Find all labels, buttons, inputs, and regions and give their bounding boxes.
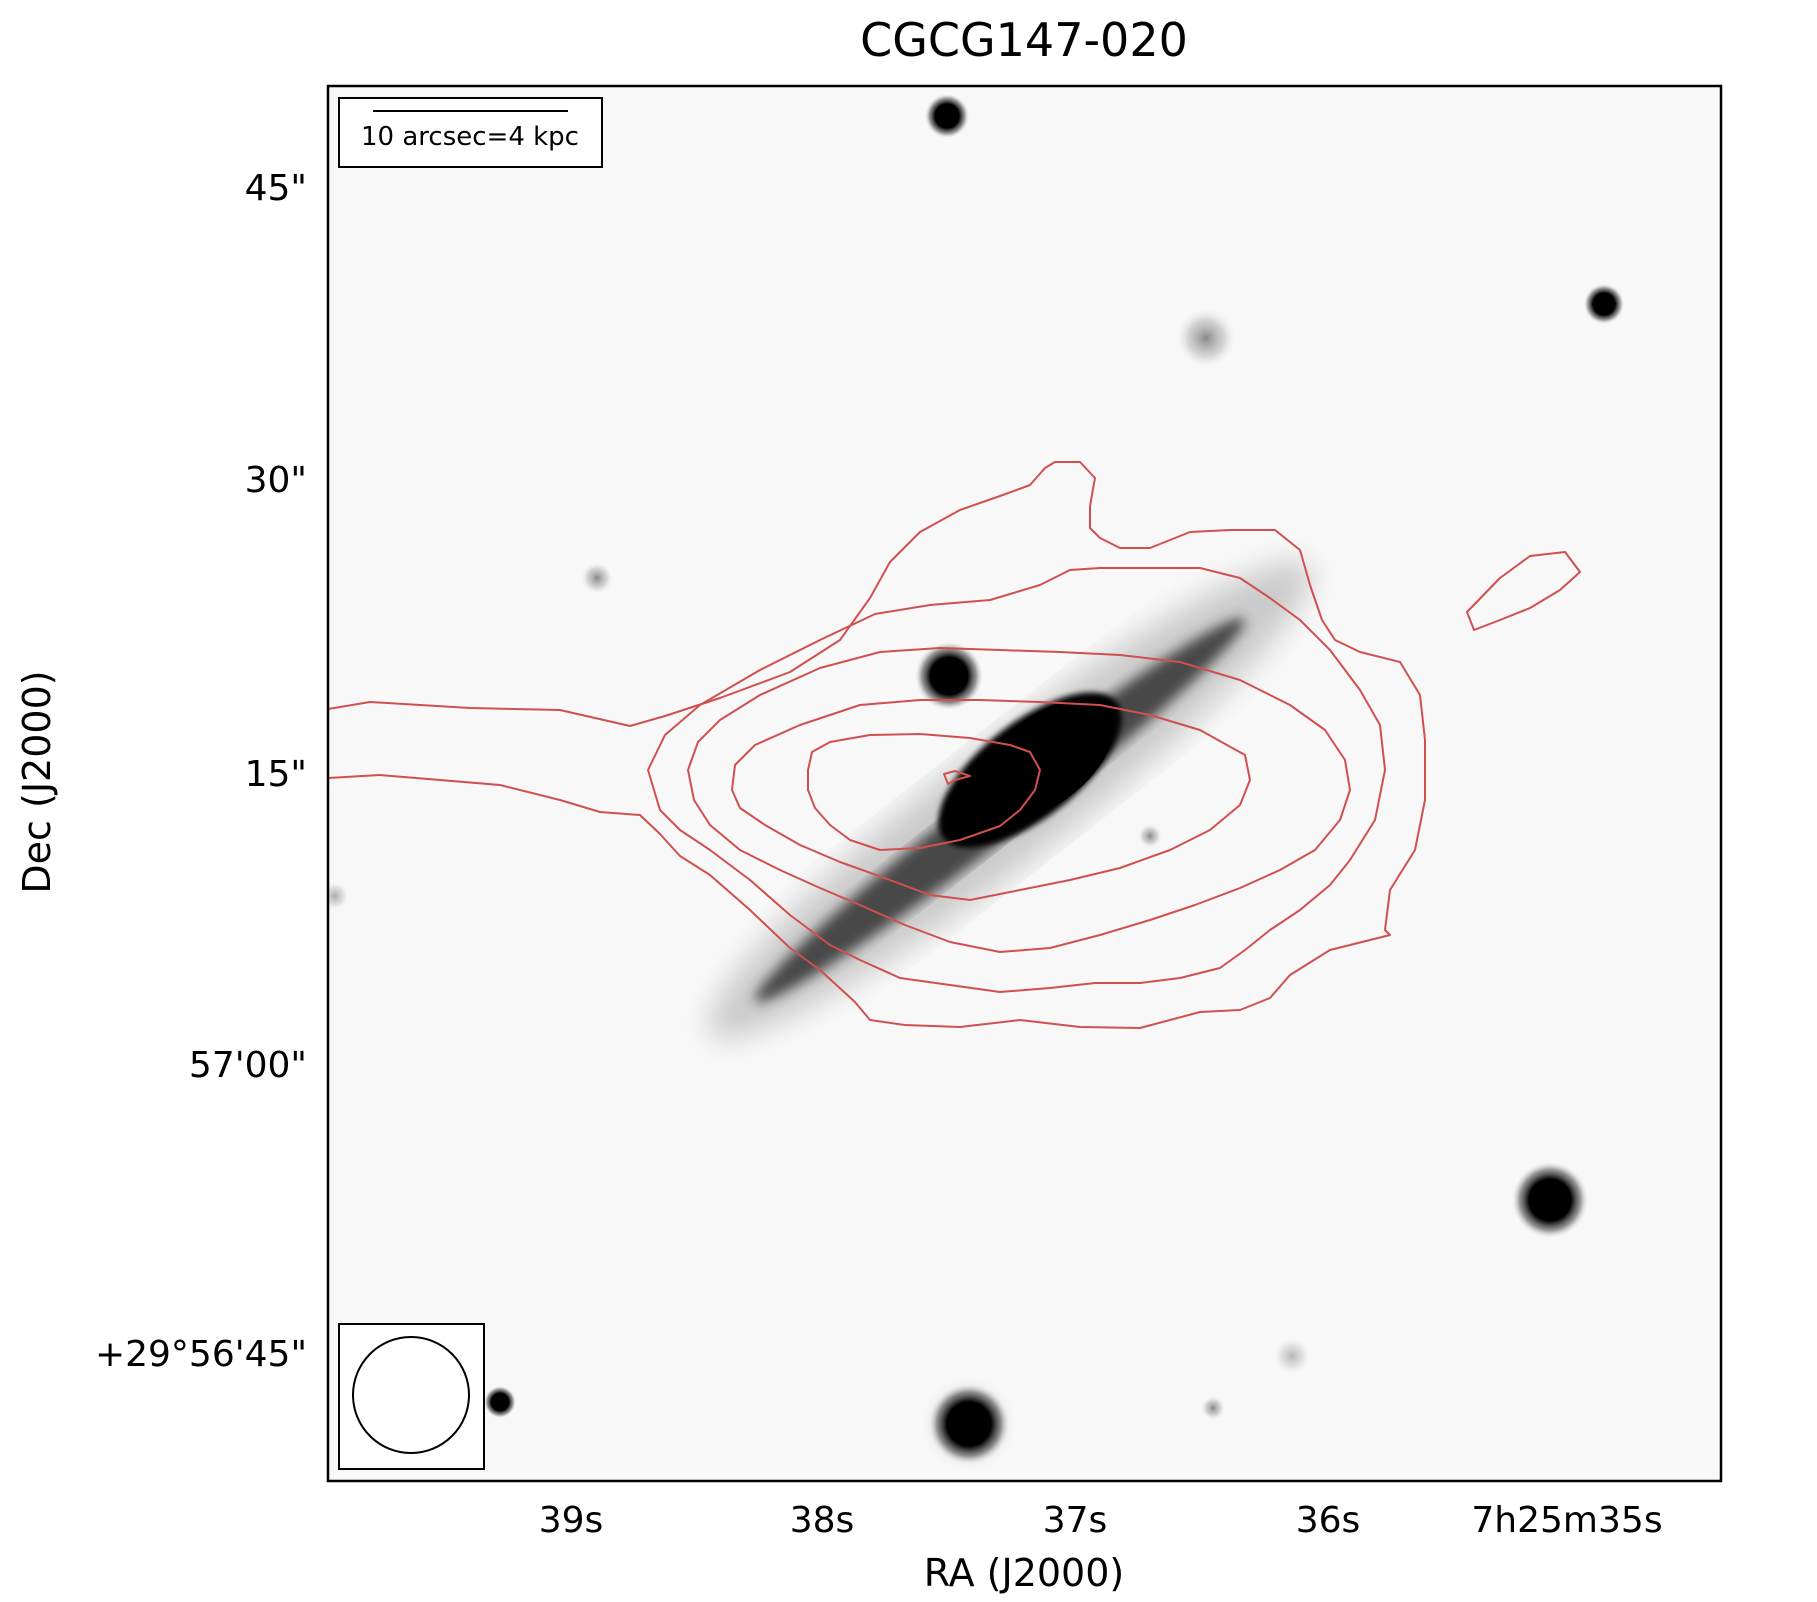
contour-level-6 [943, 770, 971, 785]
star [581, 562, 613, 594]
contour-level-1 [328, 461, 1426, 1029]
contour-level-4 [731, 699, 1251, 901]
y-tick-label: 15" [245, 754, 307, 795]
beam-ellipse [352, 1336, 470, 1454]
contour-island [1466, 551, 1581, 631]
image-panel: 10 arcsec=4 kpc [328, 86, 1721, 1481]
star [925, 94, 969, 138]
scale-bar-box: 10 arcsec=4 kpc [338, 97, 603, 168]
contour-level-3 [687, 647, 1351, 953]
y-tick-label: 45" [245, 168, 307, 209]
beam-box [338, 1323, 485, 1470]
scale-bar-label: 10 arcsec=4 kpc [361, 122, 579, 152]
x-tick-label: 39s [539, 1500, 604, 1541]
star [929, 1384, 1009, 1464]
star [1584, 284, 1624, 324]
y-tick-label: +29°56'45" [95, 1334, 307, 1375]
star [1201, 1396, 1225, 1420]
x-tick-label: 36s [1296, 1500, 1361, 1541]
y-tick-label: 30" [245, 460, 307, 501]
galaxy-disk [708, 561, 1312, 1039]
star [1274, 1338, 1310, 1374]
star [328, 882, 349, 910]
contour-level-2 [647, 567, 1386, 993]
y-axis-label: Dec (J2000) [15, 670, 59, 893]
plot-title: CGCG147-020 [860, 13, 1188, 67]
star [915, 642, 983, 710]
x-axis-ticks: 39s 38s 37s 36s 7h25m35s [539, 1500, 1663, 1541]
star [1176, 308, 1236, 368]
plot-frame [326, 84, 1723, 1483]
star [1138, 824, 1162, 848]
y-axis-ticks: 45" 30" 15" 57'00" +29°56'45" [95, 168, 307, 1375]
x-tick-label: 7h25m35s [1471, 1500, 1662, 1541]
x-axis-label: RA (J2000) [924, 1551, 1125, 1595]
field-stars [328, 94, 1624, 1472]
star [1512, 1162, 1588, 1238]
x-tick-label: 38s [790, 1500, 855, 1541]
radio-contours [328, 461, 1581, 1029]
y-tick-label: 57'00" [189, 1045, 307, 1086]
contour-level-5 [807, 733, 1041, 851]
x-tick-label: 37s [1043, 1500, 1108, 1541]
star [484, 1386, 516, 1418]
